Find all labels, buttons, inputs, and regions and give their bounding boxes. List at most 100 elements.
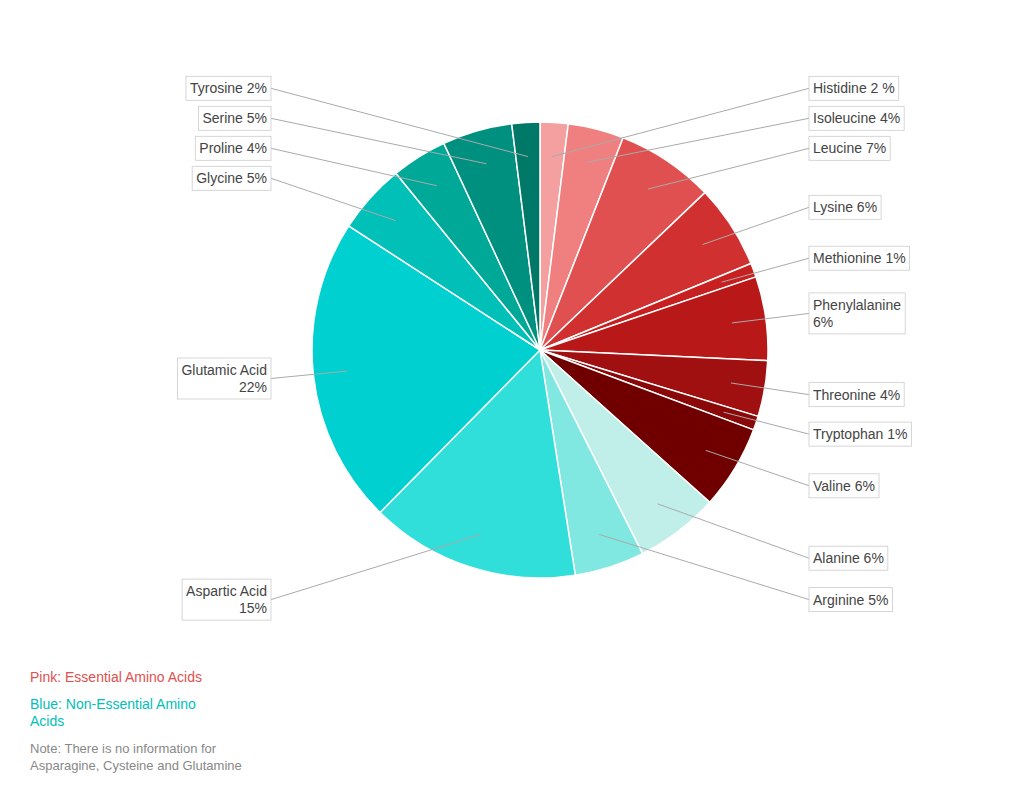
slice-label-line: 15% — [239, 600, 267, 616]
label-box — [186, 76, 271, 100]
slice-label: Proline 4% — [199, 140, 267, 156]
slice-label-group: Valine 6% — [809, 474, 879, 498]
slice-label-line: Alanine 6% — [813, 550, 884, 566]
slice-label-line: Proline 4% — [199, 140, 267, 156]
note-line: Acids — [30, 713, 64, 729]
slice-label-group: Serine 5% — [198, 106, 271, 130]
slice-label-group: Methionine 1% — [809, 246, 910, 270]
label-box — [195, 136, 271, 160]
label-box — [809, 136, 890, 160]
label-box — [809, 546, 888, 570]
slice-label-line: Valine 6% — [813, 478, 875, 494]
label-box — [809, 106, 904, 130]
slice-label-line: Isoleucine 4% — [813, 110, 900, 126]
leader-line — [732, 313, 809, 323]
pie — [312, 122, 768, 578]
slice-label-group: Proline 4% — [195, 136, 271, 160]
slice-label-group: Glycine 5% — [192, 166, 271, 190]
slice-label: Isoleucine 4% — [813, 110, 900, 126]
leader-line — [731, 383, 809, 395]
slice-label: Threonine 4% — [813, 387, 900, 403]
slice-label-line: Glutamic Acid — [181, 362, 267, 378]
note-text: Note: There is no information for Asparag… — [30, 741, 242, 773]
slice-label: Serine 5% — [202, 110, 267, 126]
slice-label-line: 6% — [813, 314, 833, 330]
slice-label-line: Serine 5% — [202, 110, 267, 126]
slice-label-group: Isoleucine 4% — [809, 106, 904, 130]
leader-line — [271, 535, 481, 600]
slice-labels: Histidine 2 % Isoleucine 4% Leucine 7% Lysi… — [177, 76, 911, 620]
label-box — [809, 195, 881, 219]
slice-label: Glutamic Acid22% — [181, 362, 267, 395]
slice-label-line: Leucine 7% — [813, 140, 886, 156]
leader-line — [722, 258, 809, 282]
legend-notes: Pink: Essential Amino Acids Blue: Non-Ess… — [30, 669, 242, 772]
slice-label-group: Arginine 5% — [809, 588, 893, 612]
slice — [540, 277, 768, 361]
label-box — [809, 422, 911, 446]
slice-label-group: Histidine 2 % — [809, 76, 899, 100]
slice-label-line: Aspartic Acid — [186, 583, 267, 599]
slice-label: Leucine 7% — [813, 140, 886, 156]
slice-label-group: Tyrosine 2% — [186, 76, 271, 100]
slice-label-group: Glutamic Acid22% — [177, 358, 271, 399]
leader-line — [648, 148, 809, 189]
slice-label: Phenylalanine6% — [813, 297, 901, 330]
slice-label: Valine 6% — [813, 478, 875, 494]
label-box — [809, 246, 910, 270]
slice-label: Tryptophan 1% — [813, 426, 907, 442]
chart: Histidine 2 % Isoleucine 4% Leucine 7% Lysi… — [0, 0, 1024, 791]
slice-label-group: Tryptophan 1% — [809, 422, 911, 446]
slice-label-line: Histidine 2 % — [813, 80, 895, 96]
label-box — [809, 293, 905, 334]
leader-line — [271, 178, 396, 220]
leader-line — [706, 450, 809, 485]
note-text: Pink: Essential Amino Acids — [30, 669, 202, 685]
slice-label: Methionine 1% — [813, 250, 906, 266]
slice-label-line: Tyrosine 2% — [190, 80, 267, 96]
slice-label-group: Threonine 4% — [809, 383, 904, 407]
leader-line — [271, 148, 437, 185]
note-line: Blue: Non-Essential Amino — [30, 696, 196, 712]
leader-line — [588, 118, 809, 162]
label-box — [192, 166, 271, 190]
slice-label: Aspartic Acid15% — [186, 583, 267, 616]
slice-label: Glycine 5% — [196, 170, 267, 186]
leader-line — [271, 118, 486, 163]
slice-label-line: 22% — [239, 379, 267, 395]
slice-label-line: Threonine 4% — [813, 387, 900, 403]
slice-label: Lysine 6% — [813, 199, 877, 215]
note-line: Pink: Essential Amino Acids — [30, 669, 202, 685]
leader-line — [658, 504, 809, 558]
slice-label-group: Phenylalanine6% — [809, 293, 905, 334]
leader-line — [271, 88, 528, 156]
slice-label: Tyrosine 2% — [190, 80, 267, 96]
leader-line — [271, 371, 347, 378]
slice-label-line: Arginine 5% — [813, 592, 889, 608]
slice-label-group: Aspartic Acid15% — [182, 579, 271, 620]
note-line: Note: There is no information for — [30, 741, 217, 756]
slice-label-group: Lysine 6% — [809, 195, 881, 219]
label-box — [198, 106, 271, 130]
slice-label-line: Phenylalanine — [813, 297, 901, 313]
slice-label-line: Lysine 6% — [813, 199, 877, 215]
slice-label-line: Methionine 1% — [813, 250, 906, 266]
slice-label-group: Leucine 7% — [809, 136, 890, 160]
slice-label: Arginine 5% — [813, 592, 889, 608]
slice-label: Histidine 2 % — [813, 80, 895, 96]
label-box — [809, 588, 893, 612]
label-box — [809, 76, 899, 100]
slice-label-group: Alanine 6% — [809, 546, 888, 570]
label-box — [182, 579, 271, 620]
label-box — [809, 474, 879, 498]
leader-line — [703, 207, 809, 244]
leader-line — [552, 88, 809, 156]
label-box — [177, 358, 271, 399]
slice-label-line: Glycine 5% — [196, 170, 267, 186]
note-line: Asparagine, Cysteine and Glutamine — [30, 758, 242, 773]
leader-line — [599, 535, 809, 600]
leader-line — [724, 412, 809, 434]
label-box — [809, 383, 904, 407]
slice-label-line: Tryptophan 1% — [813, 426, 907, 442]
note-text: Blue: Non-Essential AminoAcids — [30, 696, 196, 729]
